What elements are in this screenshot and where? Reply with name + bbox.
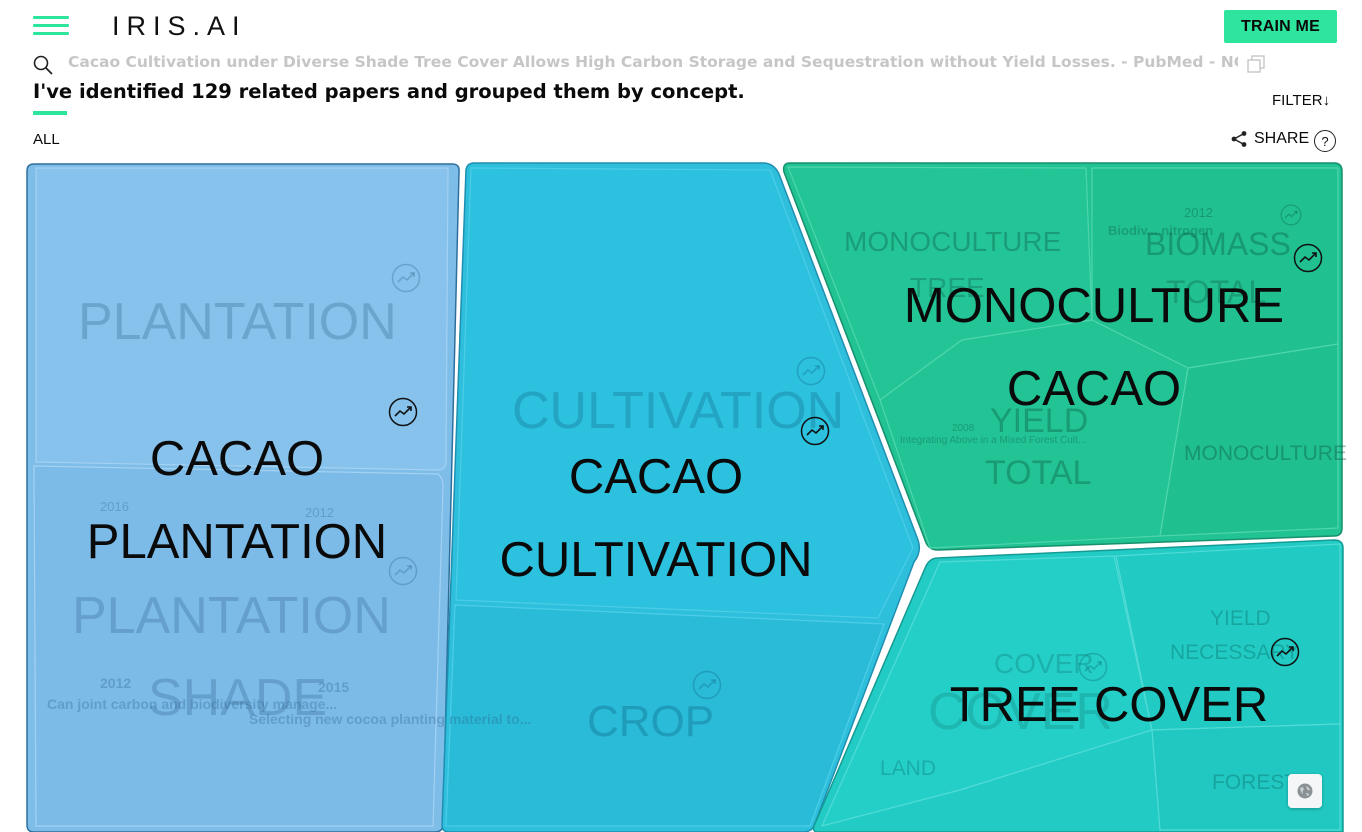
trend-up-icon[interactable] xyxy=(388,556,418,586)
cluster-cacao-plantation[interactable] xyxy=(26,163,460,832)
trend-up-icon[interactable] xyxy=(1293,243,1323,273)
trend-up-icon[interactable] xyxy=(391,263,421,293)
help-icon[interactable]: ? xyxy=(1314,130,1336,152)
trend-up-icon[interactable] xyxy=(1280,204,1302,226)
hamburger-menu-icon[interactable] xyxy=(33,14,69,38)
globe-icon[interactable] xyxy=(1288,774,1322,808)
results-headline: I've identified 129 related papers and g… xyxy=(33,80,745,103)
cluster-monoculture-cacao[interactable] xyxy=(782,162,1343,551)
search-icon[interactable] xyxy=(32,54,54,76)
train-me-button[interactable]: TRAIN ME xyxy=(1224,10,1337,43)
trend-up-icon[interactable] xyxy=(388,397,418,427)
share-label: SHARE xyxy=(1254,130,1310,147)
trend-up-icon[interactable] xyxy=(1078,652,1108,682)
share-icon xyxy=(1231,131,1247,147)
copy-icon[interactable] xyxy=(1246,54,1266,74)
logo[interactable]: IRIS.AI xyxy=(112,11,247,41)
cluster-cacao-cultivation[interactable] xyxy=(441,162,921,832)
trend-up-icon[interactable] xyxy=(796,356,826,386)
headline-underline xyxy=(33,111,67,115)
trend-up-icon[interactable] xyxy=(1270,637,1300,667)
share-button[interactable]: SHARE xyxy=(1230,130,1309,148)
arrow-down-icon: ↓ xyxy=(1322,92,1331,109)
search-query[interactable]: Cacao Cultivation under Diverse Shade Tr… xyxy=(68,53,1238,71)
filter-button[interactable]: FILTER↓ xyxy=(1272,92,1330,109)
cluster-tree-cover[interactable] xyxy=(812,539,1344,832)
trend-up-icon[interactable] xyxy=(800,416,830,446)
filter-label: FILTER xyxy=(1272,92,1323,109)
trend-up-icon[interactable] xyxy=(692,670,722,700)
globe-glyph xyxy=(1297,783,1313,799)
breadcrumb-all[interactable]: ALL xyxy=(33,131,60,148)
